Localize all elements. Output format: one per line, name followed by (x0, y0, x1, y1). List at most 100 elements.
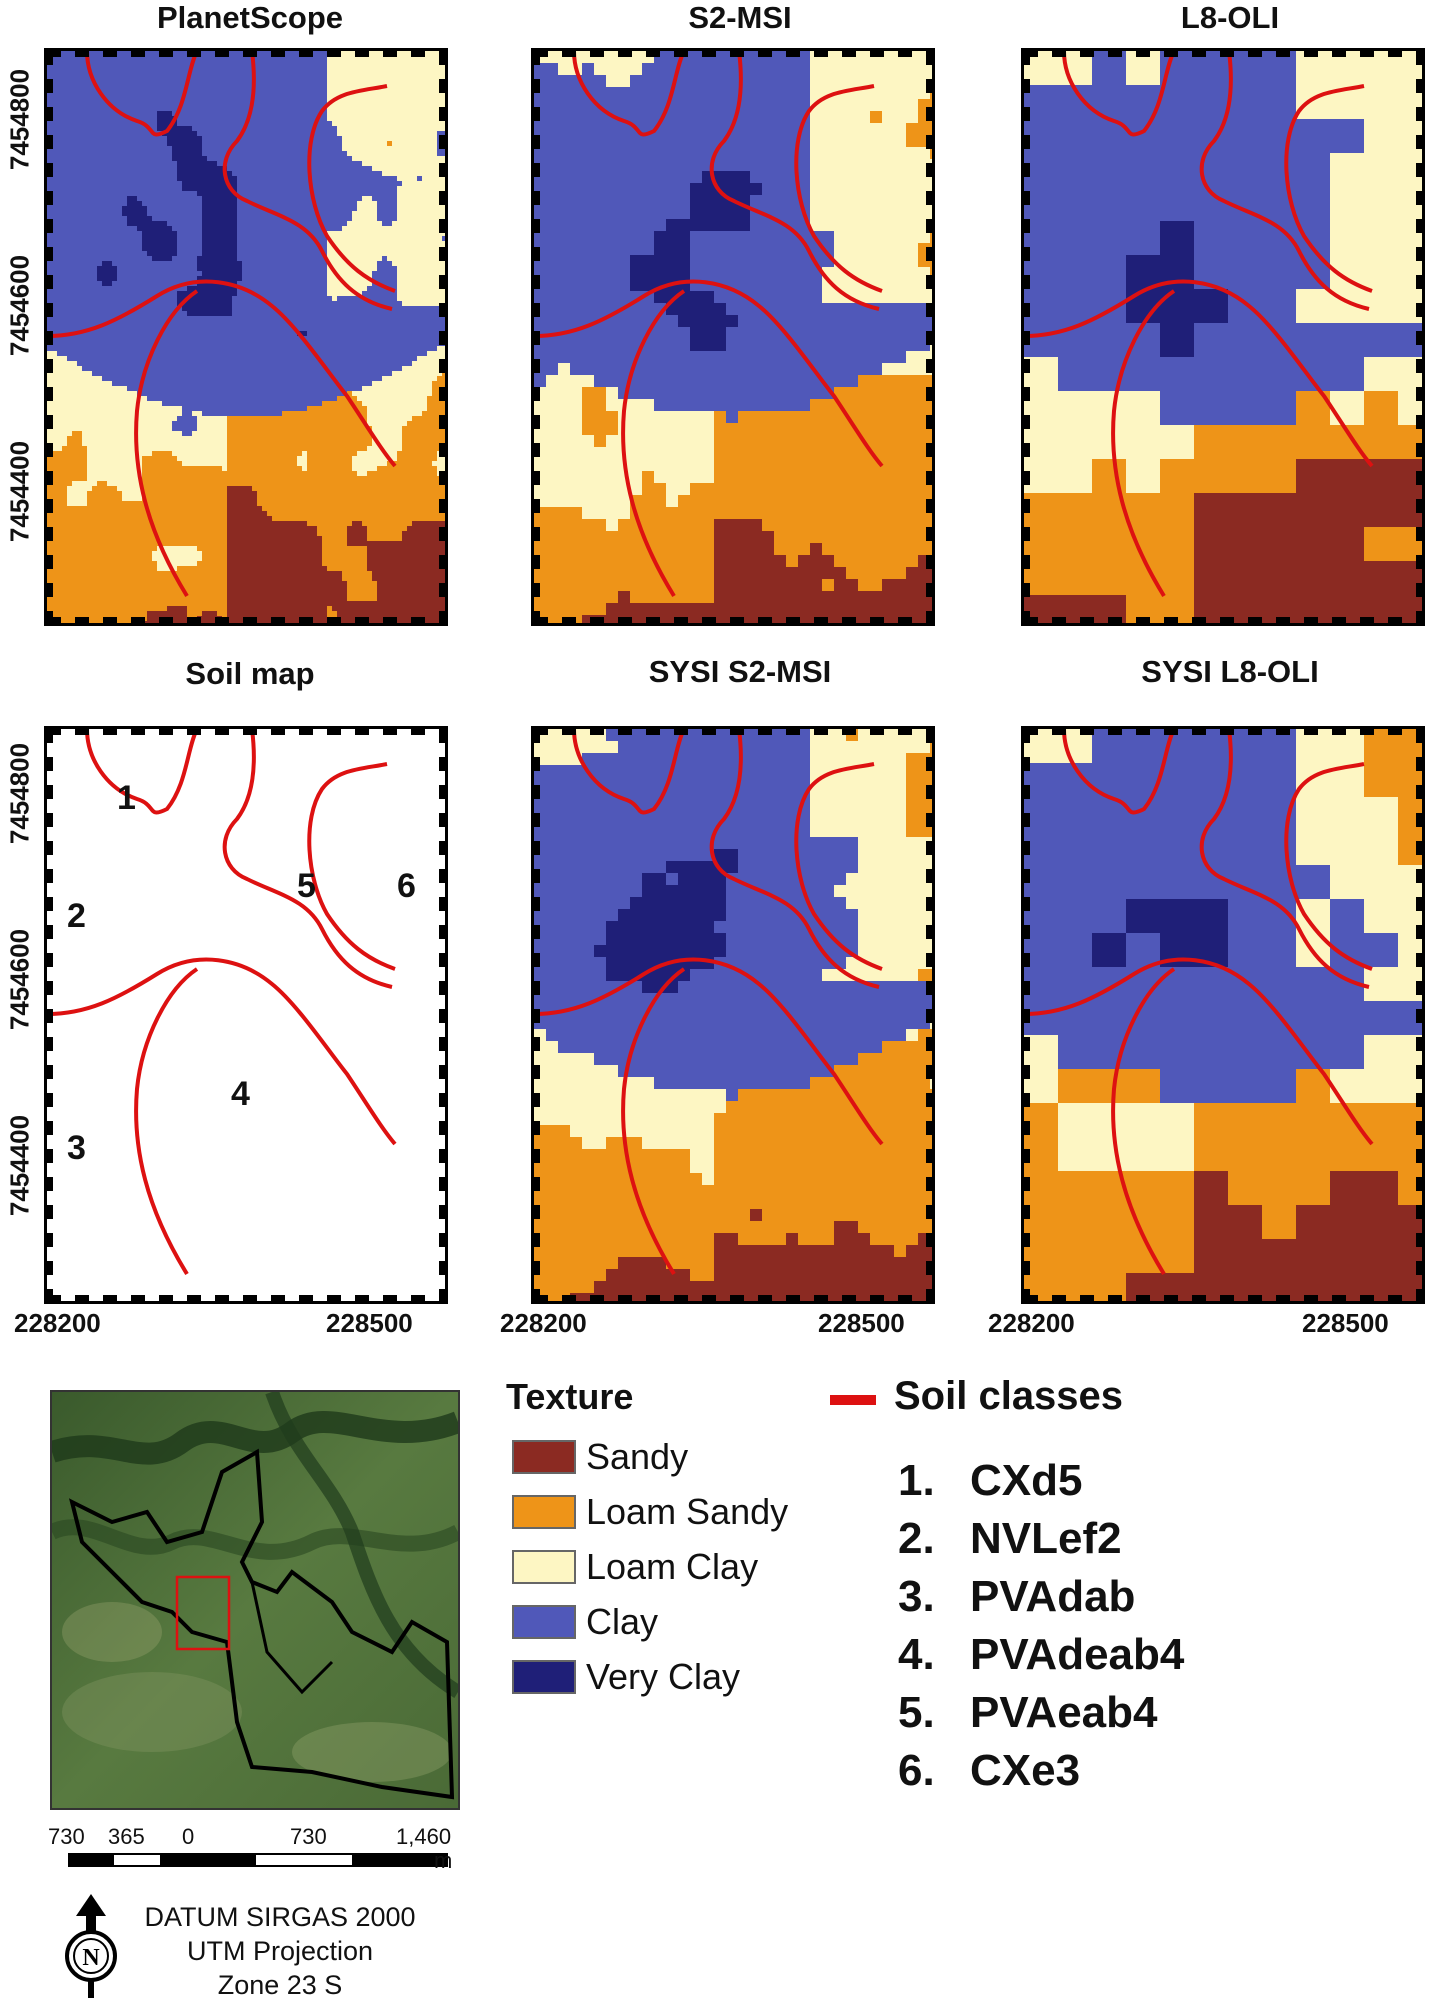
raster-cell (62, 286, 68, 292)
raster-cell (217, 291, 223, 297)
raster-cell (292, 156, 298, 162)
raster-cell (427, 231, 433, 237)
raster-cell (177, 316, 183, 322)
raster-cell (427, 316, 433, 322)
raster-cell (297, 216, 303, 222)
raster-cell (217, 131, 223, 137)
raster-cell (152, 291, 158, 297)
raster-cell (262, 131, 268, 137)
raster-cell (142, 306, 148, 312)
raster-cell (362, 246, 368, 252)
raster-cell (257, 241, 263, 247)
raster-cell (257, 291, 263, 297)
raster-cell (97, 261, 103, 267)
raster-cell (377, 316, 383, 322)
raster-cell (282, 106, 288, 112)
raster-cell (97, 316, 103, 322)
raster-cell (317, 131, 323, 137)
raster-cell (232, 291, 238, 297)
raster-cell (157, 81, 163, 87)
raster-cell (357, 326, 363, 332)
raster-cell (332, 236, 338, 242)
raster-cell (182, 131, 188, 137)
raster-cell (292, 291, 298, 297)
raster-cell (182, 351, 188, 357)
raster-cell (287, 106, 293, 112)
raster-cell (107, 356, 113, 362)
raster-cell (187, 226, 193, 232)
raster-cell (252, 211, 258, 217)
raster-cell (232, 311, 238, 317)
raster-cell (217, 156, 223, 162)
raster-cell (92, 191, 98, 197)
raster-cell (187, 291, 193, 297)
raster-cell (277, 256, 283, 262)
raster-cell (302, 106, 308, 112)
raster-cell (282, 136, 288, 142)
raster-cell (97, 196, 103, 202)
raster-cell (257, 166, 263, 172)
raster-cell (132, 331, 138, 337)
raster-cell (237, 181, 243, 187)
raster-cell (47, 356, 53, 362)
raster-cell (402, 51, 408, 57)
raster-cell (97, 361, 103, 367)
raster-cell (332, 336, 338, 342)
raster-cell (92, 316, 98, 322)
raster-cell (232, 111, 238, 117)
raster-cell (117, 216, 123, 222)
raster-cell (242, 316, 248, 322)
raster-cell (52, 56, 58, 62)
raster-cell (47, 231, 53, 237)
raster-cell (67, 171, 73, 177)
raster-cell (372, 96, 378, 102)
raster-cell (102, 86, 108, 92)
raster-cell (292, 316, 298, 322)
raster-cell (157, 176, 163, 182)
raster-cell (397, 121, 403, 127)
raster-cell (297, 86, 303, 92)
raster-cell (367, 291, 373, 297)
raster-cell (87, 226, 93, 232)
raster-cell (207, 86, 213, 92)
raster-cell (197, 256, 203, 262)
raster-cell (107, 241, 113, 247)
raster-cell (162, 71, 168, 77)
raster-cell (162, 66, 168, 72)
raster-cell (212, 101, 218, 107)
raster-cell (397, 91, 403, 97)
raster-cell (417, 286, 423, 292)
raster-cell (362, 316, 368, 322)
raster-cell (227, 206, 233, 212)
raster-cell (417, 351, 423, 357)
raster-cell (427, 216, 433, 222)
raster-cell (132, 231, 138, 237)
raster-cell (152, 326, 158, 332)
raster-cell (247, 146, 253, 152)
raster-cell (327, 136, 333, 142)
raster-cell (147, 321, 153, 327)
raster-cell (67, 311, 73, 317)
raster-cell (377, 246, 383, 252)
raster-cell (177, 131, 183, 137)
raster-cell (217, 141, 223, 147)
raster-cell (182, 101, 188, 107)
raster-cell (267, 251, 273, 257)
raster-cell (317, 201, 323, 207)
raster-cell (137, 96, 143, 102)
raster-cell (167, 156, 173, 162)
raster-cell (307, 246, 313, 252)
raster-cell (437, 216, 443, 222)
raster-cell (367, 161, 373, 167)
raster-cell (142, 71, 148, 77)
raster-cell (387, 106, 393, 112)
raster-cell (437, 126, 443, 132)
raster-cell (187, 256, 193, 262)
raster-cell (402, 321, 408, 327)
raster-cell (227, 106, 233, 112)
raster-cell (67, 296, 73, 302)
raster-cell (197, 141, 203, 147)
raster-cell (67, 131, 73, 137)
raster-cell (187, 231, 193, 237)
raster-cell (282, 356, 288, 362)
